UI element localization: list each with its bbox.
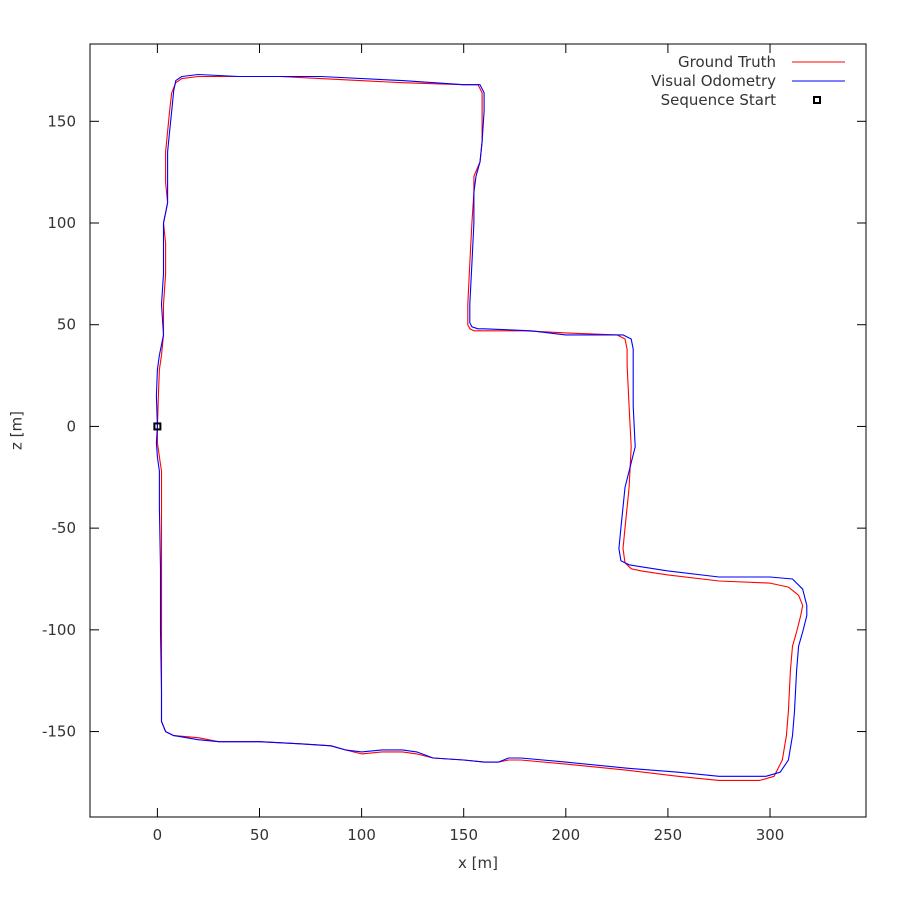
x-tick-label: 50 bbox=[250, 826, 269, 844]
y-tick-label: 0 bbox=[66, 417, 76, 435]
x-tick-label: 300 bbox=[756, 826, 785, 844]
axis-ticks: 0 50 100 150 200 250 300 150 100 50 0 -50 -100 -150 bbox=[42, 44, 866, 844]
x-axis-label: x [m] bbox=[458, 854, 498, 872]
y-axis-label: z [m] bbox=[8, 411, 26, 450]
legend-label-ground-truth: Ground Truth bbox=[678, 53, 776, 71]
legend: Ground Truth Visual Odometry Sequence St… bbox=[651, 53, 845, 109]
visual-odometry-line bbox=[155, 73, 808, 777]
y-tick-label: -50 bbox=[52, 519, 77, 537]
x-tick-label: 100 bbox=[347, 826, 376, 844]
legend-label-visual-odometry: Visual Odometry bbox=[651, 72, 776, 90]
legend-swatch-sequence-start bbox=[813, 96, 821, 104]
x-tick-label: 150 bbox=[449, 826, 478, 844]
x-tick-label: 0 bbox=[153, 826, 163, 844]
x-tick-label: 200 bbox=[551, 826, 580, 844]
series-layer bbox=[153, 73, 808, 781]
legend-label-sequence-start: Sequence Start bbox=[661, 91, 777, 109]
y-tick-label: 150 bbox=[47, 112, 76, 130]
y-tick-label: 100 bbox=[47, 214, 76, 232]
y-tick-label: -100 bbox=[42, 621, 76, 639]
y-tick-label: 50 bbox=[57, 316, 76, 334]
sequence-start-marker bbox=[153, 422, 162, 431]
y-tick-label: -150 bbox=[42, 723, 76, 741]
x-tick-label: 250 bbox=[654, 826, 683, 844]
plot-frame bbox=[89, 43, 867, 818]
axis-labels: x [m] z [m] bbox=[8, 411, 498, 872]
